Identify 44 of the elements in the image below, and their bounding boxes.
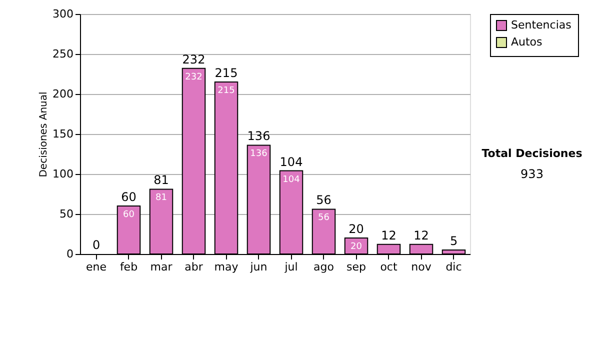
x-tick-label: oct (380, 260, 398, 274)
data-label: 104 (282, 174, 300, 185)
y-tick-label: 100 (52, 168, 74, 180)
total-label: 81 (154, 173, 169, 188)
data-label: 20 (350, 242, 362, 252)
x-tick-label: ene (86, 260, 107, 274)
data-label: 81 (156, 193, 167, 204)
total-label: 12 (381, 228, 396, 242)
legend-label: Sentencias (511, 18, 572, 32)
x-tick-label: abr (184, 260, 204, 274)
y-tick-label: 300 (52, 8, 74, 20)
total-label: 56 (316, 193, 332, 208)
x-tick-label: dic (446, 260, 462, 274)
data-label: 56 (318, 213, 330, 224)
y-tick-label: 150 (52, 128, 74, 140)
y-tick-label: 0 (66, 248, 74, 260)
total-label: 232 (182, 52, 206, 66)
data-label: 136 (250, 149, 268, 160)
total-label: 215 (214, 66, 238, 80)
total-label: 5 (450, 234, 458, 248)
total-label: 136 (247, 129, 270, 144)
total-label: 0 (92, 238, 100, 252)
legend-label: Autos (511, 36, 543, 48)
data-label: 232 (185, 72, 202, 82)
y-tick-label: 200 (52, 88, 74, 100)
data-label: 215 (218, 86, 235, 96)
x-tick-label: jul (284, 260, 298, 274)
data-label: 60 (123, 210, 135, 220)
y-axis-title: Decisiones Anual (38, 92, 50, 178)
total-label: 60 (121, 190, 136, 204)
y-tick-label: 50 (60, 208, 74, 220)
text: Total Decisiones (482, 147, 583, 160)
x-tick-label: may (214, 260, 239, 274)
x-tick-label: jun (249, 260, 268, 274)
total-label: 104 (280, 154, 303, 169)
total-label: 12 (414, 228, 429, 242)
x-tick-label: feb (120, 260, 138, 274)
x-tick-label: mar (150, 260, 173, 274)
x-tick-label: nov (411, 260, 432, 274)
y-tick-label: 250 (52, 48, 74, 60)
x-tick-label: sep (346, 260, 366, 274)
text: 933 (520, 167, 544, 181)
x-tick-label: ago (314, 260, 334, 274)
total-label: 20 (348, 222, 364, 236)
